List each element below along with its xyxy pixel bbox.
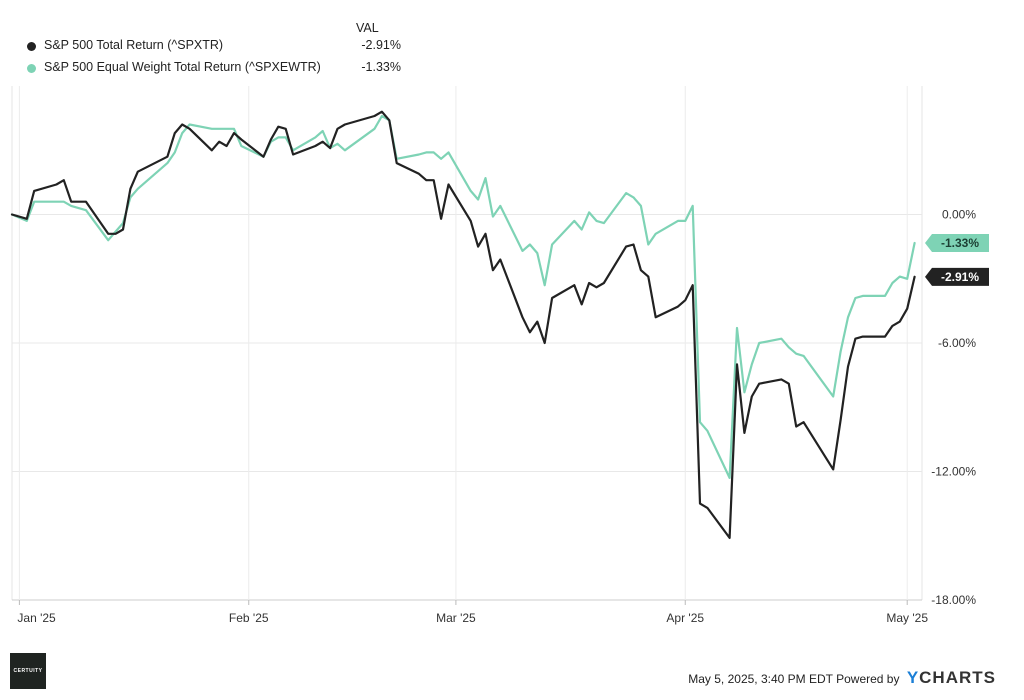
end-label-text: -2.91% (941, 270, 979, 284)
end-labels: -2.91% -1.33% (925, 233, 989, 286)
end-label-spxewtr: -1.33% (925, 233, 989, 252)
legend-label: S&P 500 Total Return (^SPXTR) (44, 38, 224, 52)
ycharts-logo[interactable]: YCHARTS (907, 668, 996, 687)
series-lines (10, 110, 916, 540)
legend-value: -2.91% (361, 38, 401, 52)
legend: VAL S&P 500 Total Return (^SPXTR) -2.91%… (0, 0, 420, 80)
grid-lines (11, 86, 923, 605)
y-tick-label: -12.00% (931, 465, 976, 479)
legend-label: S&P 500 Equal Weight Total Return (^SPXE… (44, 60, 321, 74)
end-label-spxtr: -2.91% (925, 267, 989, 286)
x-axis-ticks: Jan '25 Feb '25 Mar '25 Apr '25 May '25 (17, 611, 928, 625)
x-tick-label: Mar '25 (436, 611, 476, 625)
end-label-badge (925, 267, 989, 286)
y-tick-label: -18.00% (931, 593, 976, 607)
x-tick-label: Jan '25 (17, 611, 56, 625)
legend-header: VAL (356, 21, 379, 35)
y-tick-label: -6.00% (938, 336, 976, 350)
legend-dot-icon (27, 64, 36, 73)
end-label-badge (925, 233, 989, 252)
x-tick-label: Apr '25 (666, 611, 704, 625)
y-tick-label: 0.00% (942, 208, 976, 222)
legend-dot-icon (27, 42, 36, 51)
ycharts-logo-rest: CHARTS (919, 668, 996, 687)
legend-value: -1.33% (361, 60, 401, 74)
ycharts-logo-y: Y (906, 668, 920, 687)
series-line-spxtr[interactable] (10, 110, 916, 540)
end-label-text: -1.33% (941, 236, 979, 250)
footer-credit: May 5, 2025, 3:40 PM EDT Powered by YCHA… (688, 668, 996, 688)
x-tick-label: May '25 (886, 611, 928, 625)
footer-timestamp: May 5, 2025, 3:40 PM EDT Powered by (688, 672, 900, 686)
series-line-spxewtr[interactable] (10, 114, 916, 479)
y-axis-ticks: 0.00% -6.00% -12.00% -18.00% (931, 208, 976, 608)
x-tick-label: Feb '25 (229, 611, 269, 625)
company-logo: CERTUITY (10, 653, 46, 689)
